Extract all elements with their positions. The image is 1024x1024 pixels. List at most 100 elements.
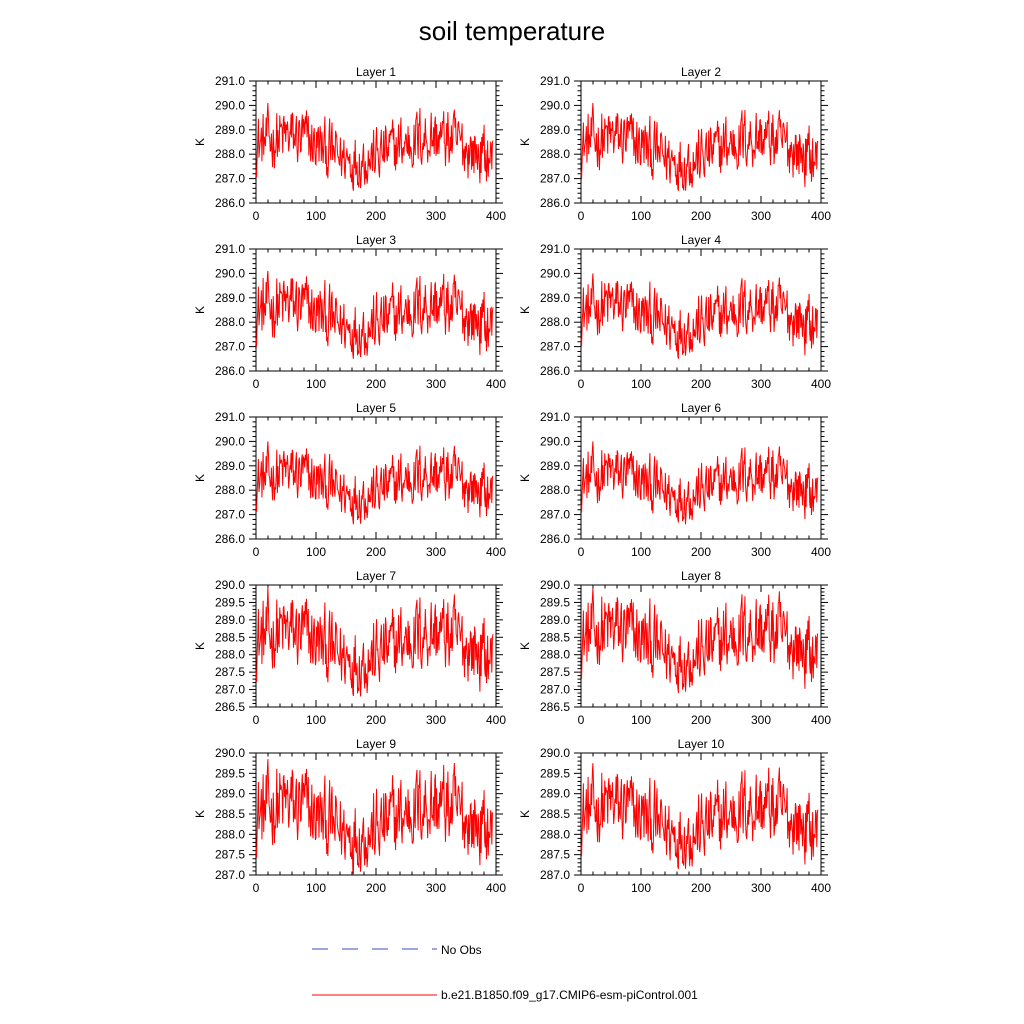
x-tick-label: 100 bbox=[306, 881, 326, 895]
y-tick-label: 287.5 bbox=[215, 848, 245, 862]
panel-title: Layer 5 bbox=[356, 401, 396, 415]
series-line bbox=[255, 102, 494, 191]
y-tick-label: 291.0 bbox=[215, 74, 245, 88]
x-tick-label: 300 bbox=[426, 209, 446, 223]
y-tick-label: 288.5 bbox=[215, 630, 245, 644]
legend: No Obs b.e21.B1850.f09_g17.CMIP6-esm-piC… bbox=[312, 943, 698, 1002]
panel-2: Layer 2 K 0 100 200 300 400 286.0 287.0 288.0 289.… bbox=[518, 65, 831, 223]
panel-title: Layer 2 bbox=[681, 65, 721, 79]
y-axis-label: K bbox=[193, 474, 207, 482]
x-tick-label: 400 bbox=[486, 713, 506, 727]
x-tick-label: 200 bbox=[691, 377, 711, 391]
series-line bbox=[580, 102, 819, 191]
panel-7: Layer 7 K 0 100 200 300 400 286.5 287.0 287.5 288.… bbox=[193, 569, 506, 727]
figure-title: soil temperature bbox=[419, 16, 605, 46]
x-tick-label: 0 bbox=[253, 377, 260, 391]
panel-5: Layer 5 K 0 100 200 300 400 286.0 287.0 288.0 289.… bbox=[193, 401, 506, 559]
y-tick-label: 287.0 bbox=[540, 683, 570, 697]
x-tick-label: 0 bbox=[253, 545, 260, 559]
y-tick-label: 287.5 bbox=[215, 665, 245, 679]
y-tick-label: 288.0 bbox=[215, 648, 245, 662]
panel-10: Layer 10 K 0 100 200 300 400 287.0 287.5 288.0 288… bbox=[518, 737, 831, 895]
y-tick-label: 286.0 bbox=[215, 364, 245, 378]
x-tick-label: 100 bbox=[631, 209, 651, 223]
legend-label-no-obs: No Obs bbox=[441, 943, 482, 957]
panel-title: Layer 3 bbox=[356, 233, 396, 247]
y-tick-label: 290.0 bbox=[540, 578, 570, 592]
panel-grid: Layer 1 K 0 100 200 300 400 286.0 287.0 288.0 289.… bbox=[193, 65, 831, 895]
y-tick-label: 290.0 bbox=[215, 98, 245, 112]
x-tick-label: 300 bbox=[751, 209, 771, 223]
panel-9: Layer 9 K 0 100 200 300 400 287.0 287.5 288.0 288.… bbox=[193, 737, 506, 895]
y-tick-label: 289.0 bbox=[540, 123, 570, 137]
x-tick-label: 0 bbox=[253, 713, 260, 727]
panel-6: Layer 6 K 0 100 200 300 400 286.0 287.0 288.0 289.… bbox=[518, 401, 831, 559]
y-tick-label: 287.0 bbox=[215, 683, 245, 697]
y-tick-label: 288.0 bbox=[215, 315, 245, 329]
panel-1: Layer 1 K 0 100 200 300 400 286.0 287.0 288.0 289.… bbox=[193, 65, 506, 223]
x-tick-label: 200 bbox=[691, 545, 711, 559]
x-tick-label: 100 bbox=[306, 713, 326, 727]
y-tick-label: 290.0 bbox=[540, 434, 570, 448]
y-axis-label: K bbox=[518, 642, 532, 650]
y-tick-label: 286.5 bbox=[540, 700, 570, 714]
y-axis-label: K bbox=[193, 642, 207, 650]
x-tick-label: 0 bbox=[578, 209, 585, 223]
y-tick-label: 291.0 bbox=[215, 242, 245, 256]
y-axis-label: K bbox=[518, 306, 532, 314]
series-line bbox=[255, 586, 494, 697]
y-tick-label: 286.0 bbox=[215, 196, 245, 210]
x-tick-label: 400 bbox=[486, 377, 506, 391]
x-tick-label: 300 bbox=[426, 881, 446, 895]
y-tick-label: 287.0 bbox=[215, 868, 245, 882]
y-tick-label: 289.0 bbox=[215, 613, 245, 627]
x-tick-label: 400 bbox=[811, 881, 831, 895]
y-tick-label: 290.0 bbox=[215, 746, 245, 760]
panel-title: Layer 7 bbox=[356, 569, 396, 583]
x-tick-label: 100 bbox=[306, 377, 326, 391]
x-tick-label: 400 bbox=[486, 881, 506, 895]
y-tick-label: 287.0 bbox=[215, 340, 245, 354]
x-tick-label: 300 bbox=[751, 713, 771, 727]
series-line bbox=[255, 441, 494, 525]
x-tick-label: 0 bbox=[578, 713, 585, 727]
x-tick-label: 200 bbox=[366, 209, 386, 223]
x-tick-label: 200 bbox=[366, 713, 386, 727]
y-axis-label: K bbox=[193, 306, 207, 314]
y-tick-label: 287.0 bbox=[540, 868, 570, 882]
y-tick-label: 287.0 bbox=[540, 172, 570, 186]
y-tick-label: 291.0 bbox=[540, 74, 570, 88]
panel-4: Layer 4 K 0 100 200 300 400 286.0 287.0 288.0 289.… bbox=[518, 233, 831, 391]
y-tick-label: 287.0 bbox=[215, 508, 245, 522]
y-axis-label: K bbox=[193, 810, 207, 818]
series-line bbox=[580, 273, 819, 359]
x-tick-label: 300 bbox=[751, 881, 771, 895]
y-tick-label: 289.5 bbox=[540, 595, 570, 609]
panel-title: Layer 1 bbox=[356, 65, 396, 79]
y-tick-label: 288.5 bbox=[540, 807, 570, 821]
y-tick-label: 288.0 bbox=[540, 483, 570, 497]
y-tick-label: 286.0 bbox=[215, 532, 245, 546]
y-tick-label: 291.0 bbox=[540, 410, 570, 424]
panel-title: Layer 10 bbox=[678, 737, 725, 751]
y-tick-label: 287.5 bbox=[540, 665, 570, 679]
y-tick-label: 290.0 bbox=[540, 98, 570, 112]
x-tick-label: 400 bbox=[486, 209, 506, 223]
y-axis-label: K bbox=[518, 810, 532, 818]
y-tick-label: 289.5 bbox=[215, 595, 245, 609]
panel-title: Layer 4 bbox=[681, 233, 721, 247]
y-tick-label: 286.0 bbox=[540, 196, 570, 210]
y-tick-label: 288.0 bbox=[540, 315, 570, 329]
y-tick-label: 290.0 bbox=[540, 746, 570, 760]
series-line bbox=[580, 588, 819, 694]
y-tick-label: 289.0 bbox=[215, 123, 245, 137]
legend-label-model: b.e21.B1850.f09_g17.CMIP6-esm-piControl.… bbox=[441, 988, 698, 1002]
panel-title: Layer 9 bbox=[356, 737, 396, 751]
y-tick-label: 290.0 bbox=[215, 434, 245, 448]
y-tick-label: 289.5 bbox=[215, 766, 245, 780]
x-tick-label: 300 bbox=[426, 545, 446, 559]
y-tick-label: 288.5 bbox=[540, 630, 570, 644]
panel-title: Layer 8 bbox=[681, 569, 721, 583]
x-tick-label: 200 bbox=[366, 545, 386, 559]
